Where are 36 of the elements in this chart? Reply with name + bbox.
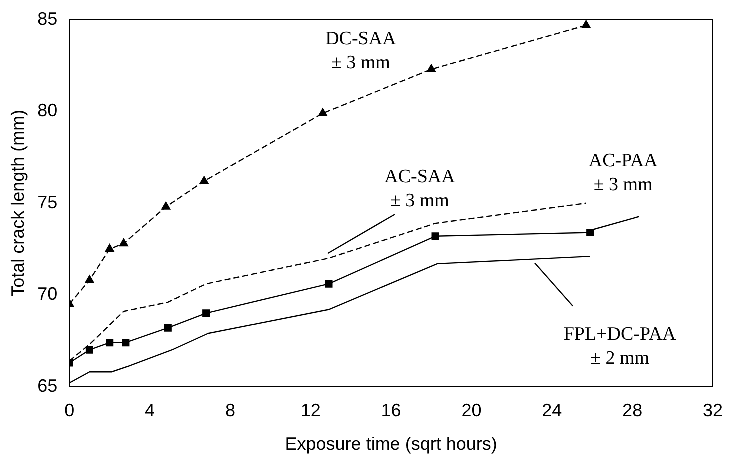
point <box>119 238 128 247</box>
point <box>122 339 130 347</box>
point <box>325 280 333 288</box>
annotation: AC-SAA ± 3 mm <box>384 166 456 212</box>
x-tick-label: 20 <box>462 400 482 421</box>
point <box>86 346 94 354</box>
point <box>200 176 209 184</box>
point <box>318 108 328 116</box>
x-tick-label: 8 <box>225 400 236 421</box>
annotation: AC-PAA ± 3 mm <box>588 150 658 196</box>
x-tick-label: 16 <box>381 400 402 421</box>
point <box>162 202 171 210</box>
y-tick-label: 80 <box>38 100 58 121</box>
point <box>106 339 114 347</box>
x-tick-label: 4 <box>145 400 156 421</box>
x-axis-title: Exposure time (sqrt hours) <box>285 434 498 454</box>
point <box>582 20 591 28</box>
x-tick-label: 28 <box>622 400 643 421</box>
annotation: DC-SAA ± 3 mm <box>326 28 397 74</box>
point <box>427 64 436 72</box>
y-tick-label: 75 <box>38 192 58 212</box>
y-tick-label: 70 <box>38 284 58 304</box>
point <box>432 232 440 240</box>
point <box>105 244 114 252</box>
point <box>586 228 594 237</box>
y-tick-label: 65 <box>38 376 58 396</box>
annotation: FPL+DC-PAA ± 2 mm <box>564 324 677 370</box>
y-axis-title: Total crack length (mm) <box>8 110 28 297</box>
point <box>202 310 210 318</box>
x-tick-label: 12 <box>300 400 321 421</box>
point <box>164 324 172 332</box>
point <box>85 275 94 284</box>
x-tick-label: 0 <box>64 400 75 421</box>
x-tick-label: 24 <box>542 400 562 421</box>
y-tick-label: 85 <box>38 8 58 29</box>
x-tick-label: 32 <box>702 400 724 421</box>
